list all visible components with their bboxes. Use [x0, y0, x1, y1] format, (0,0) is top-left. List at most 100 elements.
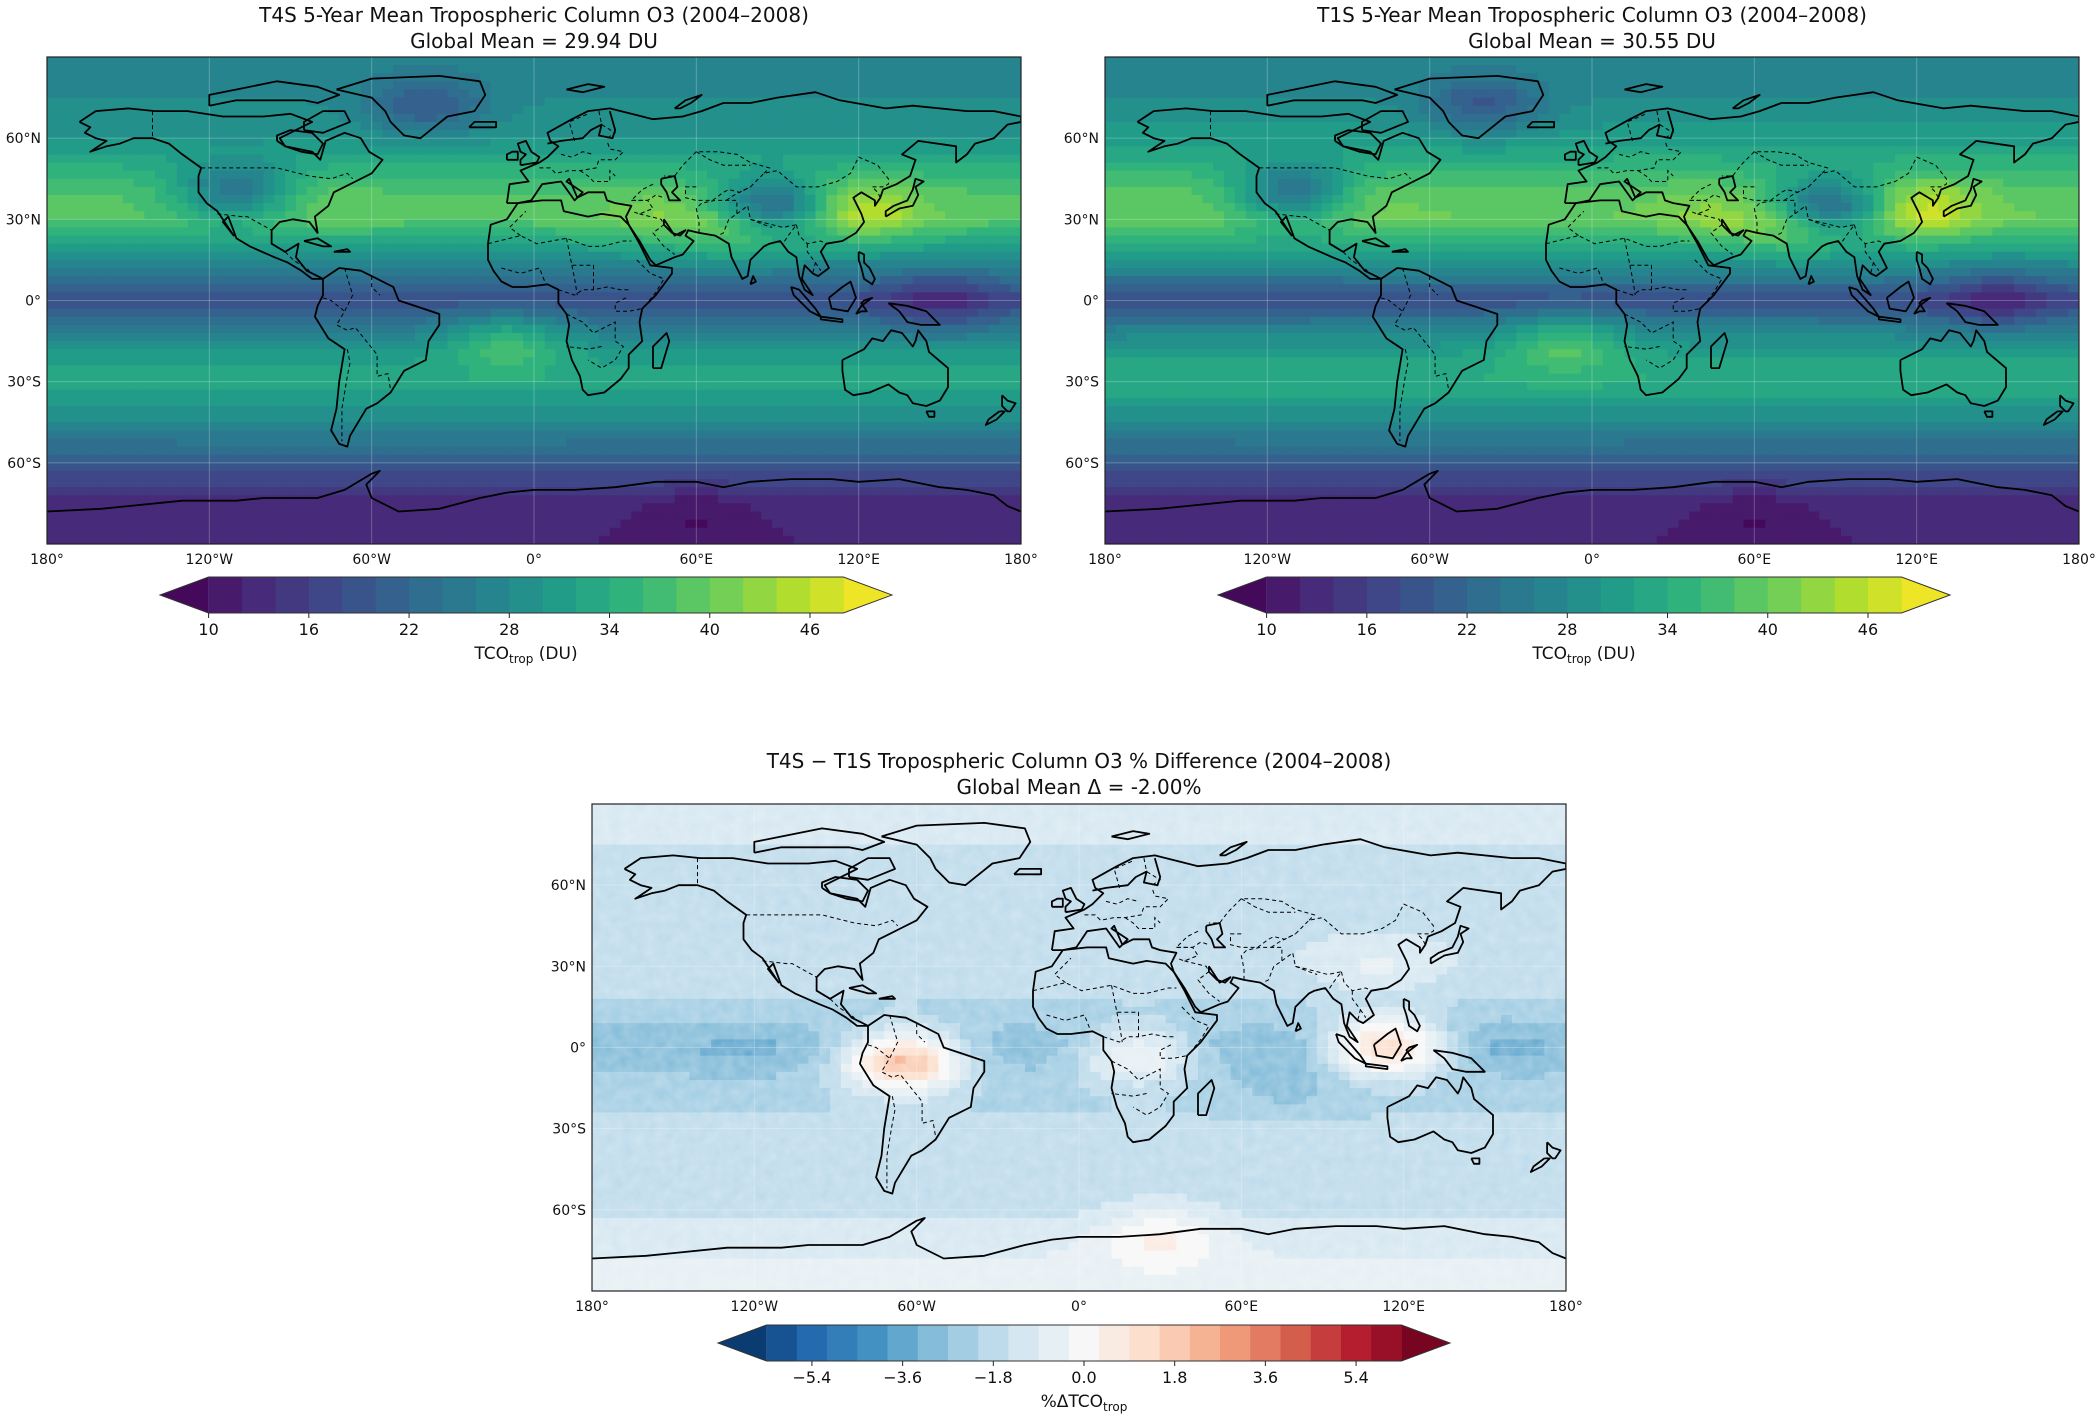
map-cell: [804, 130, 816, 139]
map-cell: [772, 251, 784, 261]
map-cell: [57, 495, 70, 505]
map-cell: [912, 373, 925, 383]
map-cell: [490, 178, 503, 188]
map-cell: [945, 81, 957, 91]
map-cell: [47, 284, 59, 293]
map-cell: [761, 227, 773, 237]
map-cell: [187, 470, 200, 480]
map-cell: [598, 430, 611, 440]
map-cell: [544, 446, 557, 456]
map-cell: [728, 194, 741, 204]
map-cell: [880, 194, 892, 204]
map-cell: [176, 495, 189, 505]
map-cell: [782, 162, 795, 172]
map-cell: [750, 373, 762, 383]
map-cell: [642, 422, 654, 431]
map-cell: [999, 138, 1011, 147]
map-cell: [404, 292, 416, 302]
map-cell: [166, 235, 178, 245]
map-cell: [793, 194, 806, 204]
map-cell: [328, 259, 340, 269]
map-cell: [761, 121, 773, 131]
map-cell: [285, 121, 297, 131]
map-cell: [858, 235, 871, 245]
map-cell: [306, 65, 319, 74]
map-cell: [57, 219, 70, 229]
map-cell: [479, 57, 492, 66]
map-cell: [414, 406, 427, 415]
map-cell: [241, 97, 254, 107]
map-cell: [414, 227, 427, 237]
map-cell: [144, 138, 156, 147]
map-cell: [815, 73, 827, 82]
map-cell: [588, 73, 600, 82]
map-cell: [447, 235, 459, 245]
map-cell: [230, 194, 243, 204]
map-cell: [717, 57, 730, 66]
map-cell: [696, 438, 708, 448]
map-cell: [458, 430, 470, 440]
map-cell: [523, 365, 535, 375]
map-cell: [144, 186, 156, 196]
map-cell: [1010, 454, 1021, 464]
map-cell: [393, 138, 405, 147]
map-cell: [544, 113, 557, 123]
map-cell: [90, 235, 102, 245]
map-cell: [782, 81, 795, 91]
map-cell: [1010, 211, 1021, 220]
map-cell: [111, 146, 124, 155]
map-cell: [101, 211, 113, 220]
map-cell: [166, 227, 178, 237]
map-cell: [176, 235, 189, 245]
map-cell: [230, 284, 243, 293]
map-cell: [815, 381, 827, 391]
map-cell: [68, 219, 81, 229]
map-cell: [512, 105, 524, 115]
map-cell: [479, 121, 492, 131]
map-cell: [555, 292, 568, 302]
map-cell: [534, 186, 546, 196]
map-cell: [133, 268, 145, 277]
map-cell: [772, 243, 784, 253]
map-cell: [653, 227, 665, 237]
map-cell: [285, 397, 297, 407]
map-cell: [772, 219, 784, 229]
map-cell: [479, 300, 492, 310]
map-cell: [101, 479, 113, 488]
map-cell: [90, 438, 102, 448]
map-cell: [490, 138, 503, 147]
map-cell: [966, 397, 979, 407]
map-cell: [101, 73, 113, 82]
map-cell: [891, 438, 903, 448]
map-cell: [447, 446, 459, 456]
map-cell: [425, 406, 438, 415]
map-cell: [263, 308, 275, 318]
map-cell: [90, 332, 102, 342]
map-cell: [1010, 259, 1021, 269]
map-cell: [826, 276, 838, 285]
map-cell: [512, 211, 524, 220]
map-cell: [598, 414, 611, 423]
map-cell: [295, 251, 308, 261]
map-cell: [555, 65, 568, 74]
map-cell: [371, 57, 384, 66]
map-cell: [826, 259, 838, 269]
map-cell: [274, 495, 286, 505]
map-cell: [79, 130, 91, 139]
map-cell: [772, 308, 784, 318]
map-cell: [598, 146, 611, 155]
map-cell: [382, 397, 394, 407]
map-cell: [555, 259, 568, 269]
map-cell: [653, 268, 665, 277]
map-cell: [166, 97, 178, 107]
map-cell: [988, 65, 1000, 74]
map-cell: [555, 349, 568, 358]
map-cell: [339, 235, 351, 245]
map-cell: [566, 495, 578, 505]
map-cell: [350, 268, 362, 277]
map-cell: [642, 138, 654, 147]
map-cell: [966, 276, 979, 285]
map-cell: [57, 357, 70, 367]
map-cell: [101, 178, 113, 188]
map-cell: [144, 162, 156, 172]
